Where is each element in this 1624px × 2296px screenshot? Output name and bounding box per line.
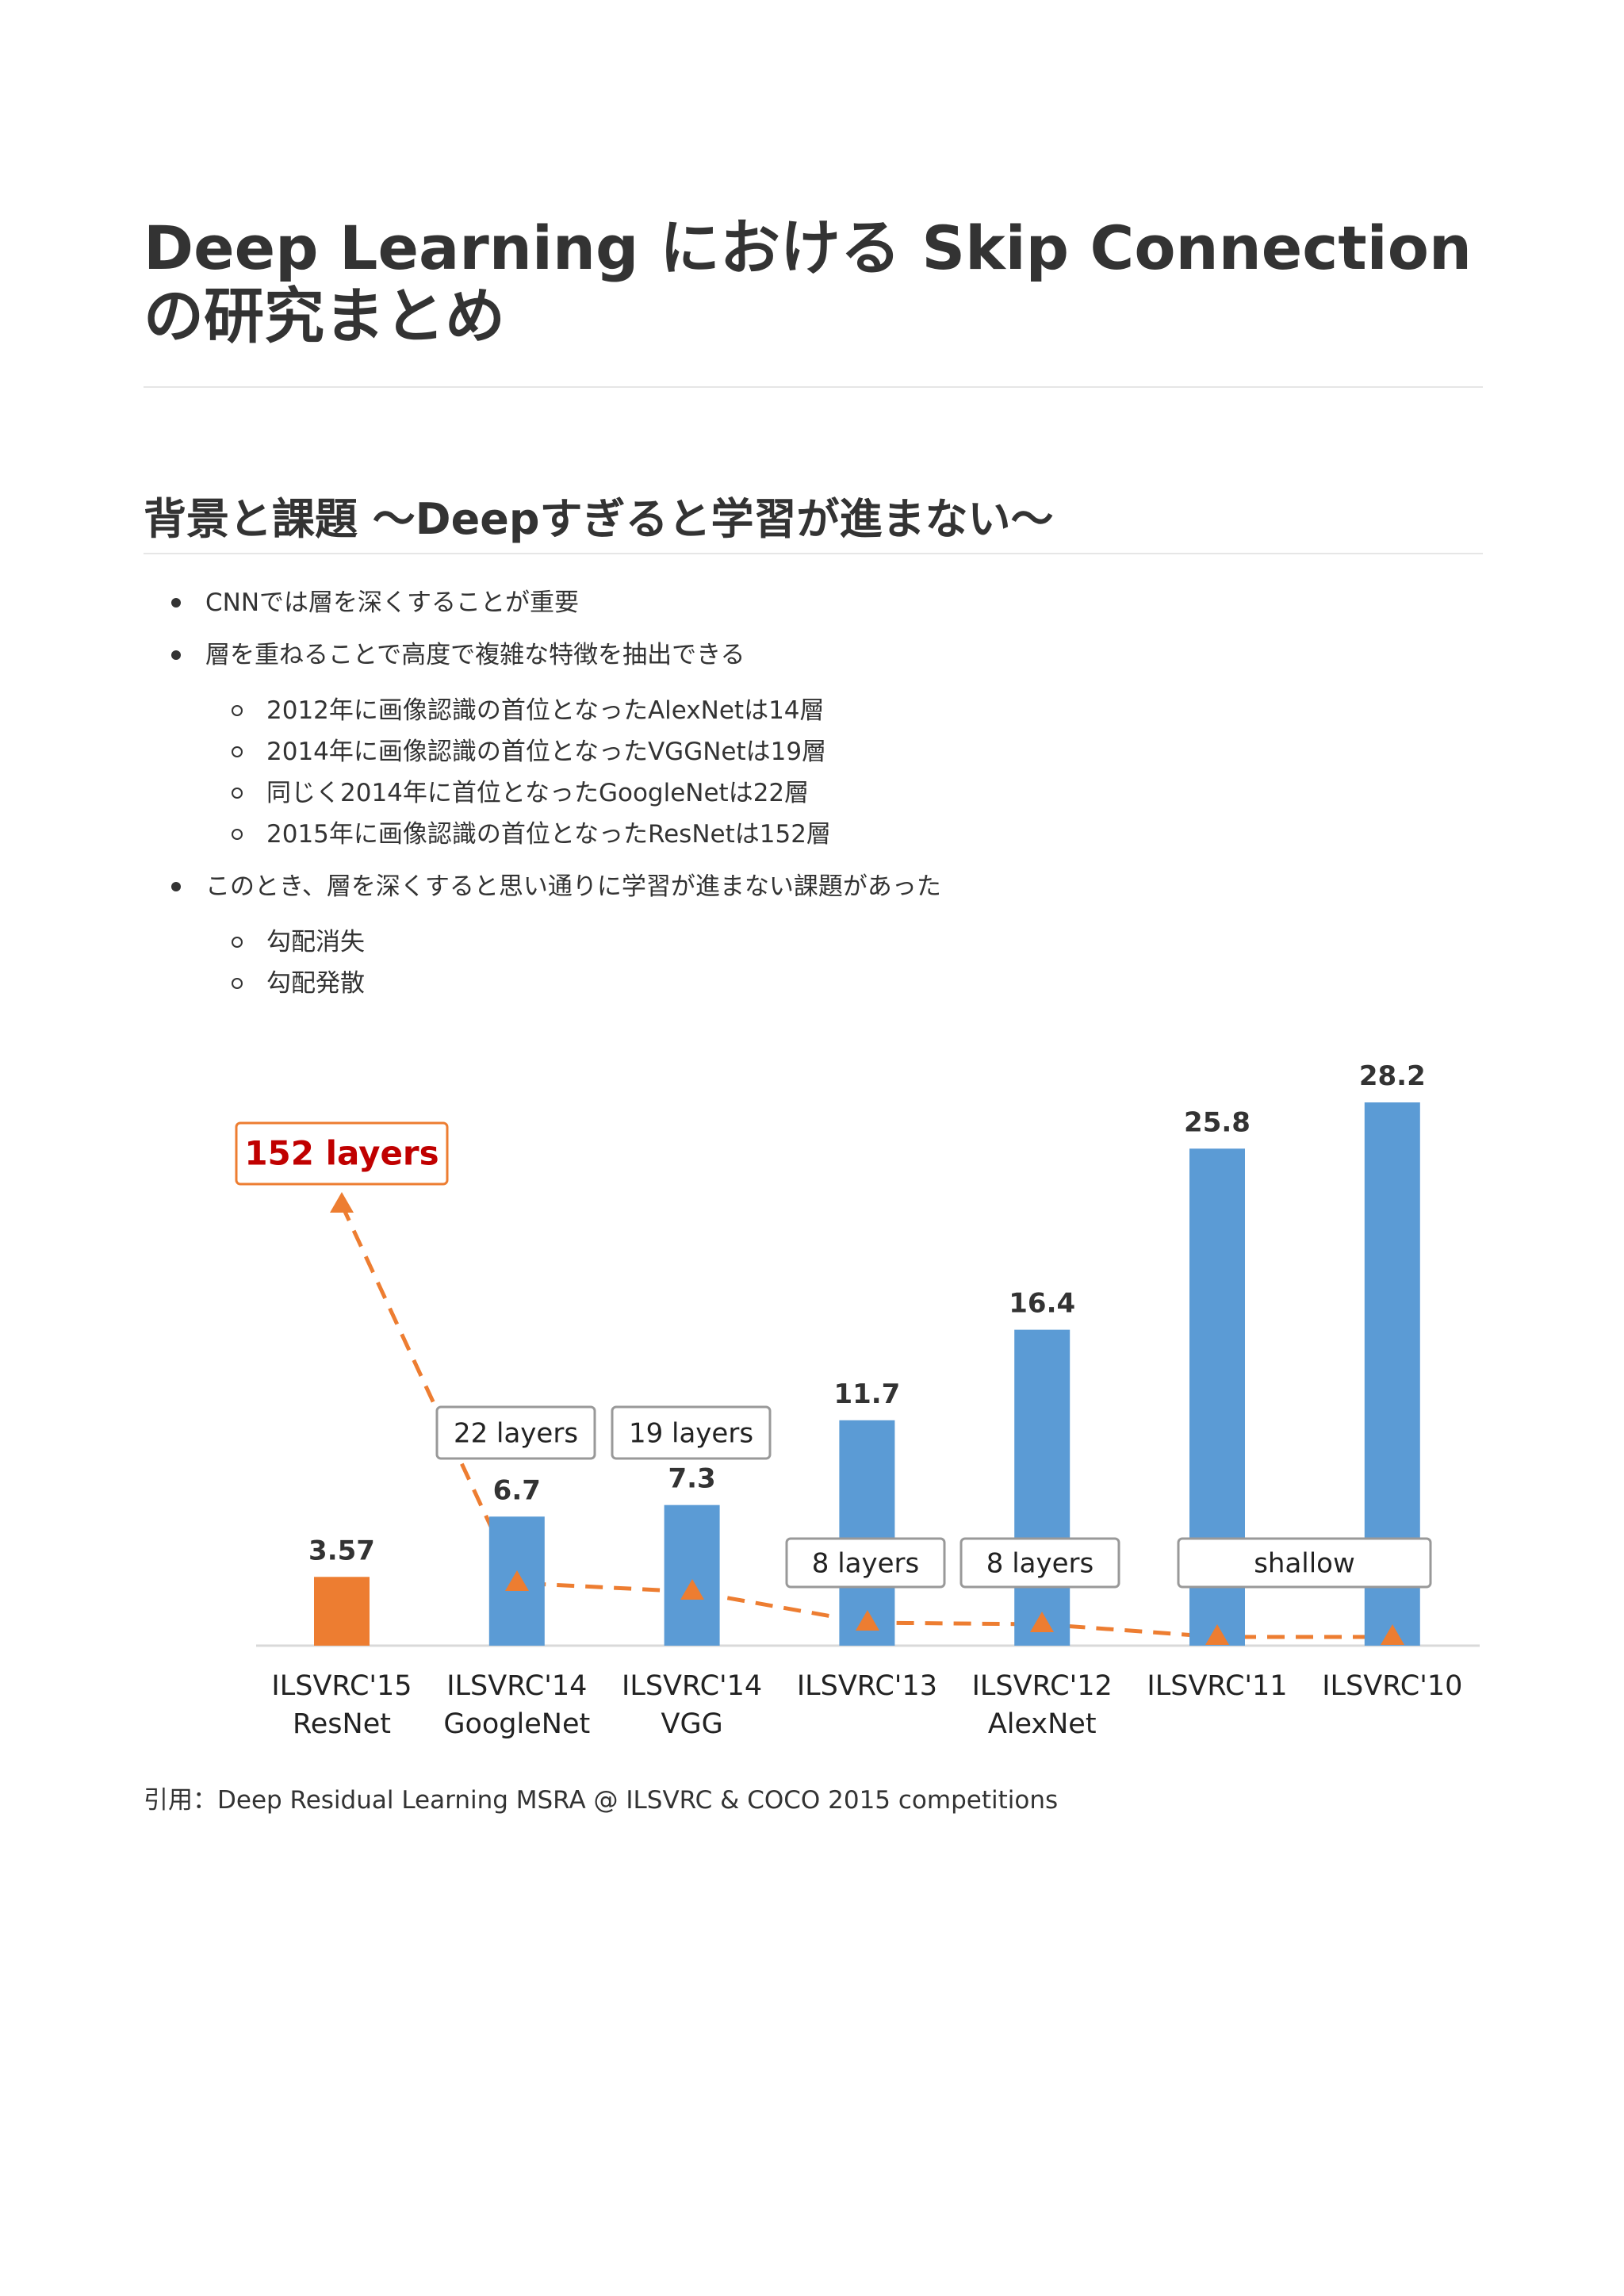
layer-marker — [1205, 1624, 1229, 1645]
layer-box — [959, 1537, 1120, 1589]
sub-bullet — [232, 937, 243, 948]
sub-bullet — [232, 705, 243, 716]
sub-bullet — [232, 788, 243, 799]
layer-box — [611, 1405, 772, 1460]
caption: 引用：Deep Residual Learning MSRA @ ILSVRC … — [144, 1786, 1059, 1815]
layer-marker — [1381, 1624, 1404, 1645]
category-label: ILSVRC'11 — [1147, 1670, 1287, 1702]
page-title: Deep Learning における Skip Connection の研究まと… — [144, 213, 1473, 351]
divider — [144, 386, 1483, 388]
sub-list-item: 2014年に画像認識の首位となったVGGNetは19層 — [266, 738, 827, 766]
category-label: ILSVRC'14 — [446, 1670, 587, 1702]
section-heading: 背景と課題 ～Deepすぎると学習が進まない～ — [144, 494, 1054, 544]
category-label: GoogleNet — [443, 1708, 590, 1740]
bullet — [171, 598, 181, 608]
layer-label: 8 layers — [812, 1548, 919, 1580]
value-label: 11.7 — [833, 1378, 900, 1410]
list-item: CNNでは層を深くすることが重要 — [205, 588, 580, 617]
bar — [1014, 1329, 1071, 1646]
category-label: AlexNet — [988, 1708, 1097, 1740]
chart: 3.57 ILSVRC'15 ResNet 6.7 ILSVRC'14 GoogleNet… — [235, 1060, 1480, 1740]
sub-list-item: 勾配消失 — [266, 928, 365, 956]
sub-bullet — [232, 829, 243, 840]
bar — [839, 1420, 895, 1646]
sub-list-item: 同じく2014年に首位となったGoogleNetは22層 — [266, 779, 810, 807]
layer-label: 19 layers — [629, 1418, 753, 1450]
sub-bullet — [232, 746, 243, 757]
layer-marker — [856, 1610, 879, 1631]
layer-box — [1177, 1537, 1432, 1589]
category-label: ILSVRC'12 — [972, 1670, 1113, 1702]
layer-marker — [1030, 1612, 1054, 1632]
category-label: ILSVRC'10 — [1322, 1670, 1462, 1702]
layer-marker — [505, 1570, 529, 1591]
layer-label: 8 layers — [986, 1548, 1094, 1580]
layer-box — [785, 1537, 946, 1589]
category-label: ILSVRC'15 — [271, 1670, 412, 1702]
layer-box — [435, 1405, 596, 1460]
bullet — [171, 650, 181, 660]
value-label: 25.8 — [1184, 1106, 1251, 1138]
divider — [144, 553, 1483, 554]
category-label: ILSVRC'13 — [797, 1670, 937, 1702]
category-label: ILSVRC'14 — [622, 1670, 762, 1702]
layer-label: 152 layers — [244, 1134, 439, 1173]
layer-marker — [330, 1192, 354, 1213]
sub-list-item: 2012年に画像認識の首位となったAlexNetは14層 — [266, 696, 825, 725]
list-item: 層を重ねることで高度で複雑な特徴を抽出できる — [205, 641, 745, 669]
bar — [664, 1504, 720, 1646]
value-label: 28.2 — [1359, 1060, 1426, 1092]
category-label: VGG — [661, 1708, 723, 1740]
value-label: 3.57 — [308, 1535, 375, 1566]
layer-marker — [680, 1579, 704, 1600]
value-label: 7.3 — [668, 1463, 715, 1495]
list-item: このとき、層を深くすると思い通りに学習が進まない課題があった — [205, 872, 941, 901]
sub-list-item: 2015年に画像認識の首位となったResNetは152層 — [266, 820, 831, 849]
layer-label: 22 layers — [454, 1418, 578, 1450]
value-label: 16.4 — [1009, 1288, 1075, 1320]
bullet — [171, 882, 181, 891]
bar — [314, 1577, 370, 1646]
value-label: 6.7 — [493, 1474, 541, 1506]
sub-bullet — [232, 978, 243, 989]
sub-list-item: 勾配発散 — [266, 969, 365, 998]
layer-label: shallow — [1254, 1548, 1355, 1580]
layer-box — [235, 1121, 449, 1186]
category-label: ResNet — [293, 1708, 391, 1740]
